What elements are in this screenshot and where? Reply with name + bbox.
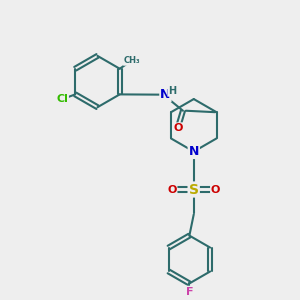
Text: S: S xyxy=(189,182,199,197)
Text: CH₃: CH₃ xyxy=(124,56,140,65)
Text: F: F xyxy=(186,286,193,297)
Text: N: N xyxy=(160,88,171,101)
Text: O: O xyxy=(173,123,182,133)
Text: Cl: Cl xyxy=(56,94,68,104)
Text: O: O xyxy=(167,184,177,194)
Text: O: O xyxy=(211,184,220,194)
Text: N: N xyxy=(189,145,199,158)
Text: H: H xyxy=(168,86,176,96)
